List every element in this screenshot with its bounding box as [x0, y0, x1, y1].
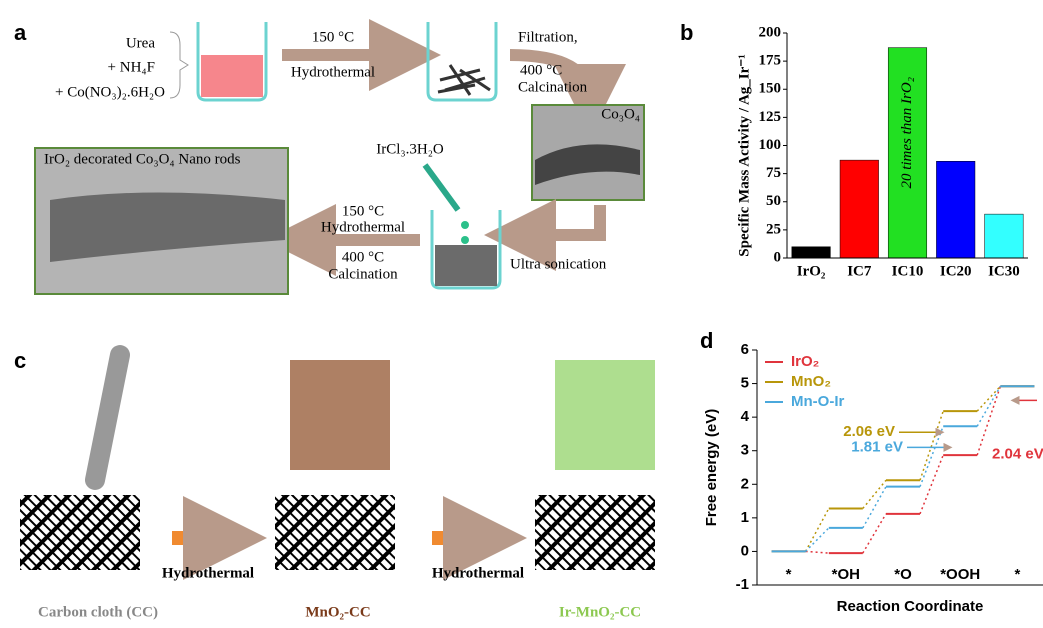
- connector: [863, 480, 886, 508]
- nanosheets: [290, 360, 390, 470]
- pipette: [425, 165, 458, 210]
- y-tick-label: -1: [736, 576, 749, 593]
- panel-label: d: [700, 328, 713, 353]
- y-tick-label: 1: [741, 509, 749, 526]
- material: Ir-MnO₂-CC: [559, 604, 641, 620]
- step-text: 400 °C: [520, 62, 562, 78]
- reagent: + Co(NO₃)₂.6H₂O: [55, 84, 165, 100]
- y-tick-label: 6: [741, 341, 749, 358]
- cloth: [20, 495, 140, 570]
- y-tick-label: 0: [774, 249, 782, 265]
- step-text: Hydrothermal: [162, 565, 254, 581]
- y-tick-label: 5: [741, 375, 749, 392]
- legend-label: Mn-O-Ir: [791, 393, 844, 410]
- connector: [920, 411, 943, 480]
- bar: [792, 247, 831, 258]
- y-tick-label: 0: [741, 542, 749, 559]
- annotation: 20 times than IrO₂: [899, 77, 915, 188]
- x-axis-label: Reaction Coordinate: [837, 598, 984, 615]
- y-axis-label: Specific Mass Activity / Ag_Ir⁻¹: [736, 54, 752, 256]
- step-text: 150 °C: [312, 29, 354, 45]
- cloth: [535, 495, 655, 570]
- fiber: [95, 355, 120, 480]
- step-text: Calcination: [328, 266, 398, 282]
- step-text: Hydrothermal: [291, 64, 375, 80]
- step-text: Hydrothermal: [432, 565, 524, 581]
- x-tick-label: *OH: [832, 566, 860, 583]
- chart-d: d Free energy (eV) Reaction Coordinate -1 0 1…: [700, 328, 1043, 615]
- material: MnO₂-CC: [305, 604, 370, 620]
- connector: [977, 386, 1000, 411]
- solution: [435, 245, 497, 286]
- precursor: IrCl₃.3H₂O: [376, 141, 444, 157]
- bar: [936, 161, 975, 258]
- reagent: Urea: [126, 35, 155, 51]
- y-tick-label: 50: [766, 193, 781, 209]
- x-tick-label: IC30: [988, 263, 1020, 279]
- legend-label: IrO₂: [791, 353, 819, 370]
- y-tick-label: 200: [759, 24, 782, 40]
- step-text: Ultra sonication: [510, 256, 607, 272]
- y-tick-label: 125: [759, 109, 782, 125]
- brace: [170, 32, 188, 98]
- panel-c: c Hydrothermal Hydrothermal Carbon cloth…: [14, 348, 655, 621]
- product: IrO₂ decorated Co₃O₄ Nano rods: [44, 151, 241, 167]
- y-tick-label: 100: [759, 137, 782, 153]
- solution: [201, 55, 263, 97]
- panel-label: c: [14, 348, 26, 373]
- rods: [438, 65, 490, 95]
- product: Co₃O₄: [601, 106, 640, 122]
- reagent: + NH₄F: [108, 59, 155, 75]
- x-tick-label: IrO₂: [797, 263, 826, 279]
- material: Carbon cloth (CC): [38, 604, 158, 620]
- annotation: 2.04 eV: [992, 445, 1043, 462]
- arrow: [520, 205, 600, 235]
- legend-label: MnO₂: [791, 373, 831, 390]
- y-tick-label: 3: [741, 442, 749, 459]
- connector: [863, 487, 886, 528]
- connector: [920, 426, 943, 486]
- connector: [920, 455, 943, 514]
- connector: [863, 514, 886, 553]
- nanosheets: [555, 360, 655, 470]
- y-tick-label: 150: [759, 81, 782, 97]
- y-tick-label: 175: [759, 53, 782, 69]
- y-tick-label: 4: [741, 408, 750, 425]
- step-text: 400 °C: [342, 249, 384, 265]
- y-axis-label: Free energy (eV): [703, 409, 720, 527]
- x-tick-label: *: [786, 566, 792, 583]
- connector: [806, 528, 829, 552]
- y-tick-label: 25: [766, 221, 781, 237]
- y-tick-label: 2: [741, 475, 749, 492]
- figure: a Urea + NH₄F + Co(NO₃)₂.6H₂O 150 °C Hyd…: [0, 0, 1043, 628]
- step-text: Hydrothermal: [321, 219, 405, 235]
- connector: [806, 508, 829, 551]
- x-tick-label: *: [1014, 566, 1020, 583]
- x-tick-label: *OOH: [940, 566, 980, 583]
- annotation: 1.81 eV: [851, 438, 903, 455]
- panel-label: a: [14, 20, 27, 45]
- step-text: 150 °C: [342, 203, 384, 219]
- x-tick-label: *O: [894, 566, 912, 583]
- y-tick-label: 75: [766, 165, 781, 181]
- cloth: [275, 495, 395, 570]
- bar: [840, 160, 879, 258]
- x-tick-label: IC20: [940, 263, 972, 279]
- panel-a: a Urea + NH₄F + Co(NO₃)₂.6H₂O 150 °C Hyd…: [14, 20, 644, 294]
- step-text: Filtration,: [518, 29, 578, 45]
- panel-label: b: [680, 20, 693, 45]
- connector: [806, 551, 829, 553]
- step-text: Calcination: [518, 79, 588, 95]
- x-tick-label: IC7: [847, 263, 872, 279]
- x-tick-label: IC10: [892, 263, 924, 279]
- bar: [985, 214, 1024, 258]
